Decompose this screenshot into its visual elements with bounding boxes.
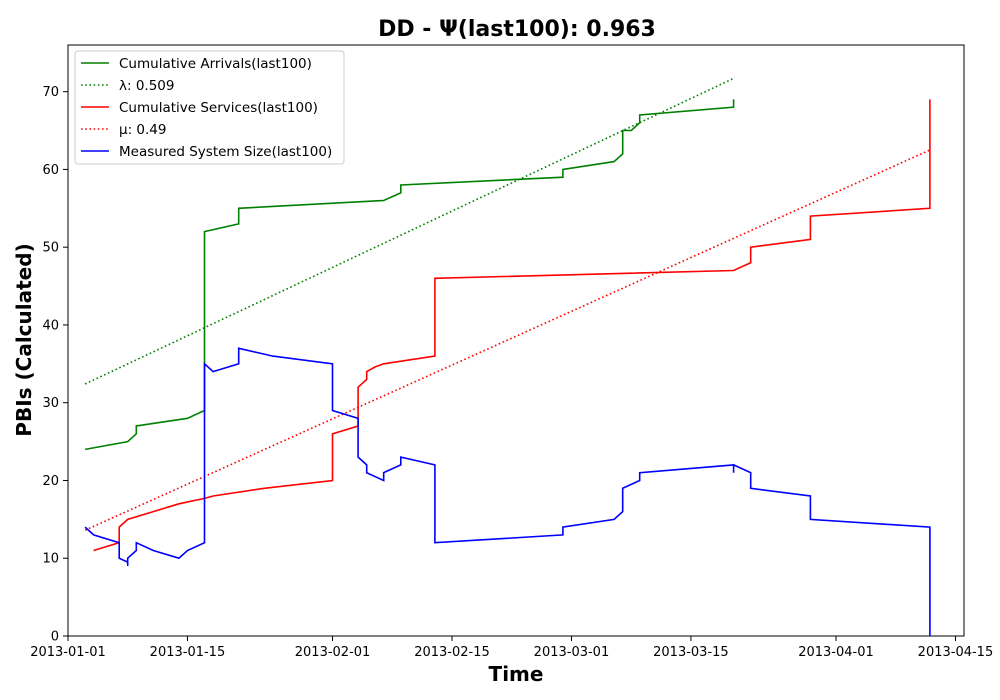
y-axis-label: PBIs (Calculated) <box>12 243 36 436</box>
x-axis-label: Time <box>489 662 544 686</box>
x-tick-label: 2013-02-01 <box>295 645 371 660</box>
x-tick-label: 2013-01-15 <box>150 645 226 660</box>
chart-title: DD - Ψ(last100): 0.963 <box>378 17 656 42</box>
y-axis: 0 10 20 30 40 50 60 70 <box>42 85 68 645</box>
legend: Cumulative Arrivals(last100) λ: 0.509 Cumu… <box>74 50 345 165</box>
plot-area <box>67 44 965 637</box>
series-line-cumulative-services-last100 <box>93 99 931 552</box>
x-tick-label: 2013-04-01 <box>798 645 874 660</box>
legend-item-mu-fit: μ: 0.49 <box>119 122 167 138</box>
y-tick-label: 30 <box>42 396 59 411</box>
series-line-measured-system-size-last100 <box>84 347 931 636</box>
plot-frame <box>67 44 965 637</box>
legend-item-cumulative-services-last100: Cumulative Services(last100) <box>119 100 318 116</box>
y-tick-label: 10 <box>42 552 59 567</box>
y-tick-label: 70 <box>42 85 59 100</box>
x-tick-label: 2013-01-01 <box>30 645 106 660</box>
x-tick-label: 2013-03-01 <box>534 645 610 660</box>
x-axis: 2013-01-01 2013-01-15 2013-02-01 2013-02-15… <box>30 636 993 660</box>
legend-item-lambda-fit: λ: 0.509 <box>119 78 174 94</box>
legend-item-cumulative-arrivals-last100: Cumulative Arrivals(last100) <box>119 56 312 72</box>
series-line-lambda-fit <box>84 77 734 385</box>
x-tick-label: 2013-02-15 <box>414 645 490 660</box>
y-tick-label: 60 <box>42 163 59 178</box>
legend-item-measured-system-size-last100: Measured System Size(last100) <box>119 144 332 160</box>
y-tick-label: 0 <box>51 630 59 645</box>
x-tick-label: 2013-04-15 <box>918 645 994 660</box>
y-tick-label: 50 <box>42 241 59 256</box>
legend-box <box>74 50 345 165</box>
series-layer <box>84 77 931 636</box>
y-tick-label: 40 <box>42 318 59 333</box>
series-line-cumulative-arrivals-last100 <box>84 99 735 451</box>
x-tick-label: 2013-03-15 <box>653 645 729 660</box>
y-tick-label: 20 <box>42 474 59 489</box>
series-line-mu-fit <box>84 149 931 531</box>
